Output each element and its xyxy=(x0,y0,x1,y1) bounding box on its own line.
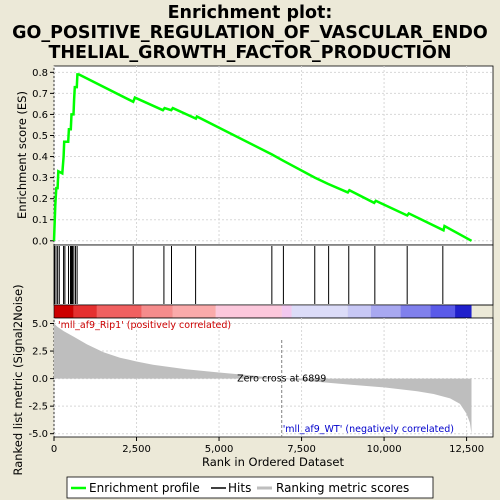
color-bar-segment xyxy=(54,305,74,318)
hit-lines xyxy=(53,246,444,304)
x-tick-label: 7,500 xyxy=(287,444,316,455)
es-y-ticks: 0.0 0.1 0.2 0.3 0.4 0.5 0.6 0.7 0.8 xyxy=(32,68,54,247)
ranking-metric-area xyxy=(54,323,472,434)
legend-entry-metric: Ranking metric scores xyxy=(276,481,409,495)
x-axis-label: Rank in Ordered Dataset xyxy=(202,455,345,469)
es-y-tick-label: 0.0 xyxy=(32,236,48,247)
hits-panel xyxy=(53,244,494,306)
x-tick-label: 2,500 xyxy=(122,444,151,455)
es-panel: 0.0 0.1 0.2 0.3 0.4 0.5 0.6 0.7 0.8 Enrichment s… xyxy=(15,65,494,247)
plot-title-line2: GO_POSITIVE_REGULATION_OF_VASCULAR_ENDO xyxy=(12,23,488,43)
color-bar-segment xyxy=(347,305,371,318)
negative-correlation-label: 'mll_af9_WT' (negatively correlated) xyxy=(283,424,454,435)
plot-title-line3: THELIAL_GROWTH_FACTOR_PRODUCTION xyxy=(48,43,451,63)
legend-entry-hits: Hits xyxy=(228,481,251,495)
metric-y-tick-label: 5.0 xyxy=(32,319,48,330)
legend: Enrichment profile Hits Ranking metric s… xyxy=(66,476,434,499)
metric-y-tick-label: 0.0 xyxy=(32,374,48,385)
x-tick-label: 0 xyxy=(51,444,57,455)
es-y-tick-label: 0.3 xyxy=(32,173,48,184)
zero-cross-label: Zero cross at 6899 xyxy=(237,374,326,385)
color-bar-segment xyxy=(370,305,401,318)
color-bar-segment xyxy=(172,305,216,318)
hits-panel-frame xyxy=(53,244,494,306)
color-bar-segment xyxy=(141,305,173,318)
metric-y-tick-label: -5.0 xyxy=(28,429,48,440)
color-bar-segment xyxy=(281,305,292,318)
metric-y-ticks: -5.0 -2.5 0.0 2.5 5.0 xyxy=(28,319,54,440)
color-bar-segment xyxy=(455,305,472,318)
legend-entry-enrichment: Enrichment profile xyxy=(89,481,200,495)
metric-y-tick-label: 2.5 xyxy=(32,347,48,358)
color-bar-segment xyxy=(215,305,282,318)
color-bar-segment xyxy=(73,305,97,318)
legend-box xyxy=(66,476,434,499)
x-tick-label: 10,000 xyxy=(367,444,402,455)
es-y-tick-label: 0.4 xyxy=(32,152,48,163)
color-bar-segment xyxy=(400,305,431,318)
es-y-axis-label: Enrichment score (ES) xyxy=(15,91,29,219)
x-ticks: 0 2,500 5,000 7,500 10,000 12,500 xyxy=(51,437,484,455)
positive-correlation-label: 'mll_af9_Rip1' (positively correlated) xyxy=(58,320,231,331)
plot-title-line1: Enrichment plot: xyxy=(168,3,333,23)
es-y-tick-label: 0.6 xyxy=(32,110,48,121)
color-bar-segment xyxy=(291,305,348,318)
metric-y-tick-label: -2.5 xyxy=(28,402,48,413)
color-bar-segment xyxy=(430,305,456,318)
es-y-tick-label: 0.1 xyxy=(32,215,48,226)
es-y-tick-label: 0.5 xyxy=(32,131,48,142)
x-tick-label: 5,000 xyxy=(205,444,234,455)
es-y-tick-label: 0.7 xyxy=(32,89,48,100)
metric-y-axis-label: Ranked list metric (Signal2Noise) xyxy=(11,284,25,475)
enrichment-profile-line xyxy=(52,73,473,242)
color-bar-segment xyxy=(96,305,142,318)
es-y-tick-label: 0.2 xyxy=(32,194,48,205)
metric-panel: -5.0 -2.5 0.0 2.5 5.0 Zero cross at 6899 'ml… xyxy=(11,284,494,476)
ranking-color-bar xyxy=(53,304,494,319)
x-tick-label: 12,500 xyxy=(449,444,484,455)
es-y-tick-label: 0.8 xyxy=(32,68,48,79)
